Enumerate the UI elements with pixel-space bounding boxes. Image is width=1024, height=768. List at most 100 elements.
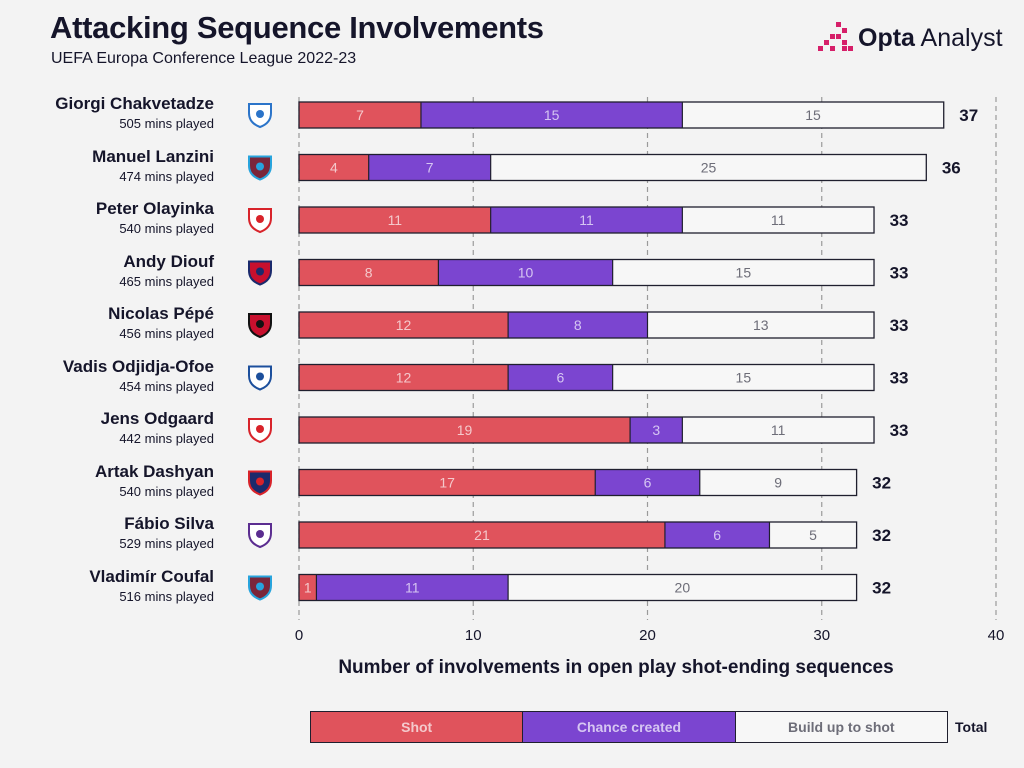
bar-segment-chance-created	[316, 574, 509, 601]
badge-emblem	[256, 267, 264, 276]
data-label: 8	[574, 317, 582, 333]
data-label: 5	[809, 527, 817, 543]
bar-row-4: 8 10 15 33	[248, 258, 909, 287]
data-label: 9	[774, 475, 782, 491]
player-mins-played: 474 mins played	[119, 168, 214, 184]
x-tick-label: 10	[465, 627, 482, 644]
bar-segment-chance-created	[664, 522, 770, 548]
bar-row-7: 19 3 11 33	[248, 416, 908, 444]
player-mins-played: 529 mins played	[119, 536, 214, 551]
brand-name: Opta Analyst	[858, 24, 1003, 53]
bar-segment-chance-created	[595, 469, 700, 496]
bar-row-2: 4 7 25 36	[248, 153, 961, 182]
bar-segment-shot	[299, 364, 509, 391]
player-name: Vadis Odjidja-Ofoe	[62, 356, 214, 376]
bar-segment-build-up	[490, 154, 927, 181]
x-tick-label: 30	[813, 627, 830, 644]
legend-build-up: Build up to shot	[735, 712, 947, 742]
brand-name-bold: Opta	[858, 24, 915, 52]
data-label: 1	[304, 580, 312, 596]
total-label: 36	[942, 159, 961, 178]
chart-subtitle: UEFA Europa Conference League 2022-23	[51, 50, 357, 67]
data-label: 17	[439, 475, 455, 491]
x-tick-label: 40	[988, 627, 1005, 644]
data-label: 11	[405, 580, 420, 596]
data-label: 15	[736, 265, 752, 281]
player-name: Manuel Lanzini	[92, 146, 214, 166]
bar-segment-build-up	[612, 364, 875, 391]
data-label: 15	[736, 370, 752, 386]
badge-emblem	[256, 425, 264, 433]
bar-outline	[298, 311, 875, 339]
bar-segment-shot	[299, 417, 631, 443]
bar-segment-build-up	[682, 417, 875, 443]
bar-segment-build-up	[682, 207, 875, 233]
data-label: 3	[652, 422, 660, 438]
bar-outline	[298, 573, 858, 602]
bar-row-9: 21 6 5 32	[248, 521, 891, 549]
badge-emblem	[256, 320, 264, 328]
legend-shot: Shot	[311, 712, 523, 742]
player-name: Artak Dashyan	[94, 461, 214, 481]
badge-emblem	[256, 372, 264, 381]
data-label: 7	[356, 107, 364, 123]
total-label: 32	[872, 474, 891, 493]
legend: Shot Chance created Build up to shot	[310, 711, 948, 743]
badge-emblem	[256, 110, 264, 118]
bar-segment-chance-created	[420, 102, 683, 128]
player-mins-played: 505 mins played	[119, 116, 214, 131]
pyunik-badge-icon	[248, 470, 272, 496]
bar-outline	[298, 468, 858, 497]
bar-segment-chance-created	[630, 417, 683, 443]
bar-row-10: 1 11 20 32	[248, 573, 891, 602]
data-label: 12	[396, 370, 412, 386]
legend-total: Total	[955, 719, 988, 735]
bar-segment-chance-created	[508, 364, 613, 391]
badge-emblem	[256, 530, 264, 538]
badge-emblem	[256, 215, 264, 223]
data-label: 12	[396, 317, 412, 333]
data-label: 10	[518, 265, 534, 281]
west-ham-badge-icon	[248, 155, 272, 181]
bar-segment-chance-created	[490, 207, 683, 233]
bar-segment-shot	[299, 207, 491, 233]
badge-emblem	[256, 582, 264, 591]
total-label: 33	[890, 369, 909, 388]
bar-row-8: 17 6 9 32	[248, 468, 891, 497]
player-name: Peter Olayinka	[95, 199, 214, 218]
player-mins-played: 442 mins played	[119, 431, 214, 446]
bar-outline	[298, 258, 875, 287]
data-label: 11	[771, 212, 786, 228]
data-label: 25	[701, 160, 717, 176]
data-label: 4	[330, 160, 338, 176]
anderlecht-badge-icon	[248, 523, 272, 549]
data-label: 8	[365, 265, 373, 281]
data-label: 15	[805, 107, 821, 123]
player-mins-played: 540 mins played	[119, 221, 214, 236]
basel-badge-icon	[248, 260, 272, 286]
data-label: 20	[675, 580, 691, 596]
bar-segment-shot	[299, 102, 421, 128]
data-label: 11	[579, 212, 594, 228]
total-label: 33	[890, 316, 909, 335]
data-label: 11	[771, 422, 786, 438]
bar-segment-build-up	[508, 574, 857, 601]
bar-segment-shot	[299, 154, 369, 181]
bar-outline	[298, 101, 945, 129]
data-label: 6	[644, 475, 652, 491]
opta-analyst-logo: Opta Analyst	[818, 22, 1008, 56]
bar-outline	[298, 153, 927, 182]
bar-segment-build-up	[699, 469, 857, 496]
bar-segment-build-up	[769, 522, 857, 548]
player-name: Nicolas Pépé	[108, 304, 214, 323]
bar-outline	[298, 206, 875, 234]
west-ham-badge-icon	[248, 575, 272, 601]
legend-chance-created: Chance created	[522, 712, 736, 742]
bar-outline	[298, 416, 875, 444]
total-label: 33	[890, 264, 909, 283]
bar-segment-chance-created	[508, 312, 648, 338]
player-mins-played: 454 mins played	[119, 378, 214, 394]
bar-segment-shot	[299, 574, 317, 601]
player-mins-played: 540 mins played	[119, 483, 214, 499]
bar-row-5: 12 8 13 33	[248, 311, 909, 339]
